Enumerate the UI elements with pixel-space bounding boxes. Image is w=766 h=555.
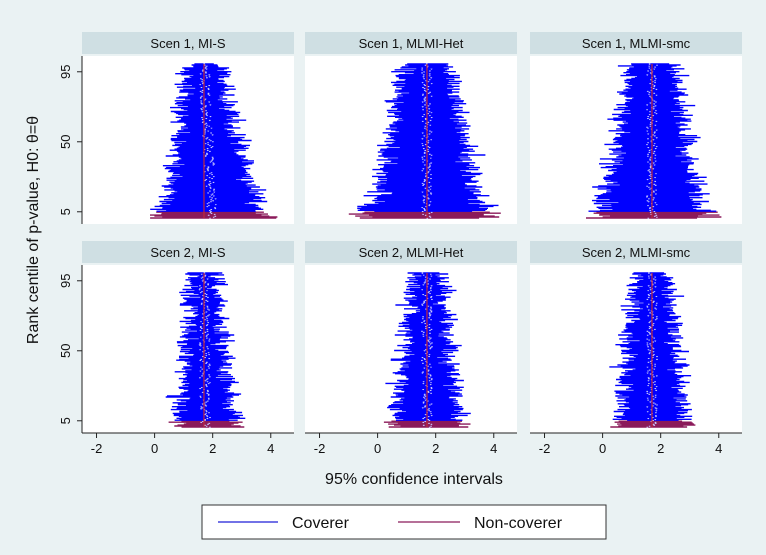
y-tick-label: 95 — [58, 65, 73, 79]
panel-header — [82, 32, 294, 54]
panel-header — [305, 32, 517, 54]
x-tick-label: -2 — [91, 441, 103, 456]
y-tick-label: 50 — [58, 344, 73, 358]
ci-lines — [165, 272, 246, 428]
panel-header — [530, 241, 742, 263]
y-tick-label: 50 — [58, 135, 73, 149]
panel-header — [82, 241, 294, 263]
panel-title: Scen 1, MLMI-smc — [582, 36, 691, 51]
ci-lines — [383, 272, 471, 428]
legend-label-noncoverer: Non-coverer — [474, 515, 563, 532]
point-estimate — [648, 272, 650, 274]
x-tick-label: 0 — [374, 441, 381, 456]
x-tick-label: -2 — [314, 441, 326, 456]
panel-2: Scen 1, MLMI-Het — [305, 32, 517, 224]
panel-3: Scen 1, MLMI-smc — [530, 32, 742, 224]
panel-title: Scen 2, MLMI-Het — [359, 245, 464, 260]
x-tick-label: 2 — [432, 441, 439, 456]
point-estimate — [421, 272, 424, 274]
ci-lines — [586, 63, 722, 219]
y-tick-label: 5 — [58, 208, 73, 215]
y-tick-label: 95 — [58, 274, 73, 288]
x-tick-label: 2 — [209, 441, 216, 456]
y-axis-title: Rank centile of p-value, H0: θ=θ — [25, 116, 42, 344]
x-tick-label: -2 — [539, 441, 551, 456]
x-tick-label: 4 — [267, 441, 274, 456]
x-tick-label: 4 — [490, 441, 497, 456]
x-tick-label: 2 — [657, 441, 664, 456]
panel-4: Scen 2, MI-S -2 0 2 4 5 50 95 — [58, 241, 294, 456]
panel-title: Scen 2, MLMI-smc — [582, 245, 691, 260]
legend-label-coverer: Coverer — [292, 515, 350, 532]
panel-6: Scen 2, MLMI-smc -2 0 2 4 — [530, 241, 742, 456]
panel-1: Scen 1, MI-S 5 50 95 — [58, 32, 294, 224]
panel-title: Scen 2, MI-S — [150, 245, 225, 260]
panel-header — [530, 32, 742, 54]
panel-title: Scen 1, MLMI-Het — [359, 36, 464, 51]
x-axis-title: 95% confidence intervals — [325, 471, 503, 488]
panel-5: Scen 2, MLMI-Het -2 0 2 4 — [305, 241, 517, 456]
panel-header — [305, 241, 517, 263]
x-tick-label: 0 — [599, 441, 606, 456]
legend: Coverer Non-coverer — [201, 504, 607, 540]
y-tick-label: 5 — [58, 417, 73, 424]
ci-lines — [609, 272, 696, 428]
ci-lines — [150, 63, 278, 219]
panel-title: Scen 1, MI-S — [150, 36, 225, 51]
x-tick-label: 4 — [715, 441, 722, 456]
x-tick-label: 0 — [151, 441, 158, 456]
ci-lines — [348, 63, 501, 219]
point-estimate — [648, 63, 651, 65]
